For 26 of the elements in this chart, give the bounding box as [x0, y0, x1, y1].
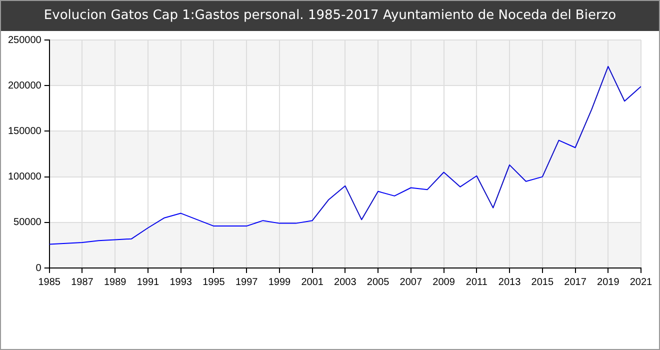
y-tick-label: 100000 — [8, 172, 42, 183]
x-tick-label: 2015 — [531, 276, 554, 288]
y-tick-label: 0 — [36, 262, 42, 274]
x-tick-label: 1985 — [38, 276, 61, 288]
x-tick-label: 2013 — [498, 276, 522, 288]
y-tick-label: 50000 — [14, 217, 42, 228]
x-tick-label: 2007 — [400, 276, 422, 288]
x-tick-label: 1995 — [202, 276, 226, 288]
x-tick-label: 2011 — [466, 276, 488, 288]
x-tick-label: 2005 — [366, 276, 390, 288]
x-tick-label: 1999 — [268, 276, 292, 288]
x-tick-label: 1991 — [136, 276, 160, 288]
x-tick-label: 1987 — [71, 276, 94, 288]
x-tick-label: 2001 — [301, 276, 324, 288]
x-tick-label: 2021 — [630, 276, 653, 288]
x-tick-label: 2017 — [564, 276, 587, 288]
x-tick-label: 1989 — [104, 276, 127, 288]
x-tick-label: 2019 — [597, 276, 620, 288]
y-tick-label: 200000 — [8, 80, 42, 92]
x-tick-label: 1993 — [170, 276, 192, 288]
x-tick-label: 1997 — [235, 276, 258, 288]
x-tick-label: 2009 — [432, 276, 456, 288]
y-tick-label: 150000 — [8, 126, 42, 137]
x-tick-label: 2003 — [334, 276, 357, 288]
chart-title: Evolucion Gatos Cap 1:Gastos personal. 1985-2017 Ayuntamiento de Noceda del Bierzo — [1, 1, 659, 31]
y-tick-label: 250000 — [8, 34, 42, 46]
